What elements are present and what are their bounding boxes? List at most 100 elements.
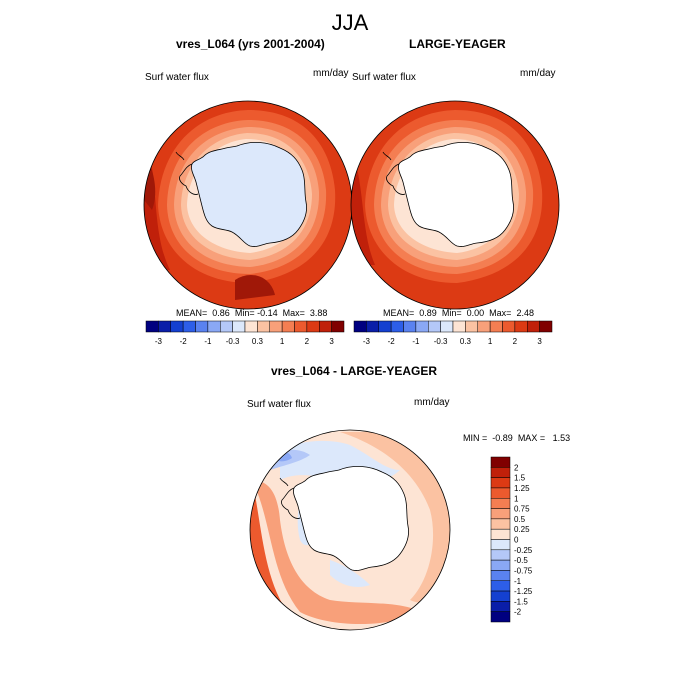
panel3-stats: MIN = -0.89 MAX = 1.53: [463, 433, 570, 443]
colorbar-panel1-tick-label: 0.3: [252, 337, 264, 346]
colorbar-panel2-tick-label: -0.3: [434, 337, 448, 346]
stat-value: 0.89: [419, 308, 437, 318]
colorbar-panel1-tick-label: -3: [155, 337, 163, 346]
polar-map-panel1: [143, 100, 353, 310]
colorbar-diff-tick-label: -0.5: [514, 556, 528, 565]
colorbar-diff-swatch: [490, 528, 511, 540]
colorbar-diff-swatch: [490, 539, 511, 551]
colorbar-panel2-tick-label: -2: [388, 337, 396, 346]
panel3-variable-label: Surf water flux: [247, 399, 311, 410]
panel3-units-label: mm/day: [414, 397, 450, 408]
colorbar-panel1-swatch: [207, 320, 221, 333]
colorbar-diff-swatch: [490, 467, 511, 478]
colorbar-panel2-tick-label: -1: [412, 337, 420, 346]
colorbar-panel1-tick-label: -0.3: [226, 337, 240, 346]
stat-label: MEAN=: [176, 308, 208, 318]
panel2-variable-label: Surf water flux: [352, 72, 416, 83]
colorbar-panel1-swatch: [220, 320, 233, 333]
colorbar-panel1-swatch: [170, 320, 184, 333]
colorbar-panel1-swatch: [281, 320, 295, 333]
panel3-title: vres_L064 - LARGE-YEAGER: [271, 364, 438, 378]
colorbar-panel1: -3 -2 -1 -0.3 0.3 1 2 3: [145, 320, 345, 346]
colorbar-panel2-tick-label: 3: [537, 337, 542, 346]
colorbar-panel2-tick-label: 1: [488, 337, 493, 346]
colorbar-diff-swatch: [490, 559, 511, 571]
colorbar-diff-swatch: [490, 601, 511, 612]
colorbar-diff-swatch: [490, 570, 511, 581]
stat-value: 0.00: [466, 308, 485, 318]
panel1-variable-label: Surf water flux: [145, 72, 209, 83]
colorbar-diff-tick-label: -1: [514, 577, 522, 586]
colorbar-panel2-swatch: [527, 320, 540, 333]
stat-label: MEAN=: [383, 308, 415, 318]
stat-label: Min=: [441, 308, 462, 318]
polar-map-panel3: [249, 429, 451, 631]
colorbar-panel2-swatch: [366, 320, 379, 333]
colorbar-panel2-swatch: [465, 320, 478, 333]
stat-label: Min=: [234, 308, 255, 318]
colorbar-diff-tick-label: -1.25: [514, 587, 533, 596]
colorbar-diff-tick-label: 0.75: [514, 505, 530, 514]
stat-value: 0.86: [212, 308, 230, 318]
colorbar-panel2: -3 -2 -1 -0.3 0.3 1 2 3: [353, 320, 553, 346]
stat-value: 1.53: [552, 433, 571, 443]
colorbar-panel2-swatch: [403, 320, 417, 333]
colorbar-diff-tick-label: 2: [514, 463, 519, 472]
colorbar-panel2-tick-label: 0.3: [460, 337, 472, 346]
colorbar-panel1-swatch: [294, 320, 308, 333]
colorbar-panel2-swatch: [428, 320, 441, 333]
stat-label: Max=: [282, 308, 305, 318]
colorbar-diff-tick-label: 0.25: [514, 525, 530, 534]
panel2-units-label: mm/day: [520, 68, 556, 79]
colorbar-panel1-swatch: [244, 320, 258, 333]
stat-value: 3.88: [309, 308, 328, 318]
colorbar-panel1-swatch: [306, 320, 320, 333]
stat-label: MIN =: [463, 433, 488, 443]
colorbar-diff-swatch: [490, 580, 511, 592]
colorbar-panel2-swatch: [514, 320, 528, 333]
colorbar-diff-tick-label: -2: [514, 608, 522, 617]
colorbar-diff-tick-label: 0.5: [514, 515, 526, 524]
colorbar-diff-tick-label: 1.5: [514, 474, 526, 483]
colorbar-diff-tick-label: -0.25: [514, 546, 533, 555]
colorbar-panel1-swatch: [331, 320, 345, 333]
colorbar-diff-swatch: [490, 508, 511, 520]
stat-value: -0.14: [257, 308, 278, 318]
colorbar-diff-tick-label: -0.75: [514, 566, 533, 575]
panel1-stats: MEAN= 0.86 Min= -0.14 Max= 3.88: [176, 308, 327, 318]
stat-label: Max=: [489, 308, 512, 318]
colorbar-panel1-swatch: [269, 320, 283, 333]
stat-value: -0.89: [492, 433, 513, 443]
colorbar-panel1-swatch: [158, 320, 171, 333]
figure-title: JJA: [331, 10, 369, 35]
colorbar-panel1-swatch: [145, 320, 159, 333]
colorbar-panel2-swatch: [390, 320, 404, 333]
colorbar-diff: 21.51.2510.750.50.250-0.25-0.5-0.75-1-1.…: [490, 456, 533, 623]
colorbar-panel1-tick-label: -2: [180, 337, 188, 346]
colorbar-panel1-swatch: [257, 320, 270, 333]
colorbar-panel1-swatch: [182, 320, 196, 333]
colorbar-panel2-swatch: [477, 320, 491, 333]
stat-label: MAX =: [517, 433, 546, 443]
colorbar-panel2-swatch: [489, 320, 503, 333]
panel2-stats: MEAN= 0.89 Min= 0.00 Max= 2.48: [383, 308, 534, 318]
colorbar-panel1-swatch: [319, 320, 332, 333]
colorbar-panel2-swatch: [353, 320, 367, 333]
colorbar-panel1-swatch: [232, 320, 246, 333]
colorbar-diff-swatch: [490, 549, 511, 561]
colorbar-diff-swatch: [490, 498, 511, 509]
panel2-title: LARGE-YEAGER: [409, 37, 506, 51]
panel1-title: vres_L064 (yrs 2001-2004): [176, 37, 325, 51]
colorbar-diff-tick-label: -1.5: [514, 597, 528, 606]
panel1-units-label: mm/day: [313, 68, 349, 79]
colorbar-panel1-tick-label: -1: [204, 337, 212, 346]
colorbar-panel1-tick-label: 3: [329, 337, 334, 346]
colorbar-panel1-swatch: [195, 320, 209, 333]
colorbar-panel2-swatch: [378, 320, 392, 333]
colorbar-diff-swatch: [490, 611, 511, 623]
colorbar-diff-swatch: [490, 456, 511, 468]
colorbar-panel2-swatch: [502, 320, 516, 333]
colorbar-diff-swatch: [490, 477, 511, 489]
colorbar-diff-tick-label: 1: [514, 494, 519, 503]
